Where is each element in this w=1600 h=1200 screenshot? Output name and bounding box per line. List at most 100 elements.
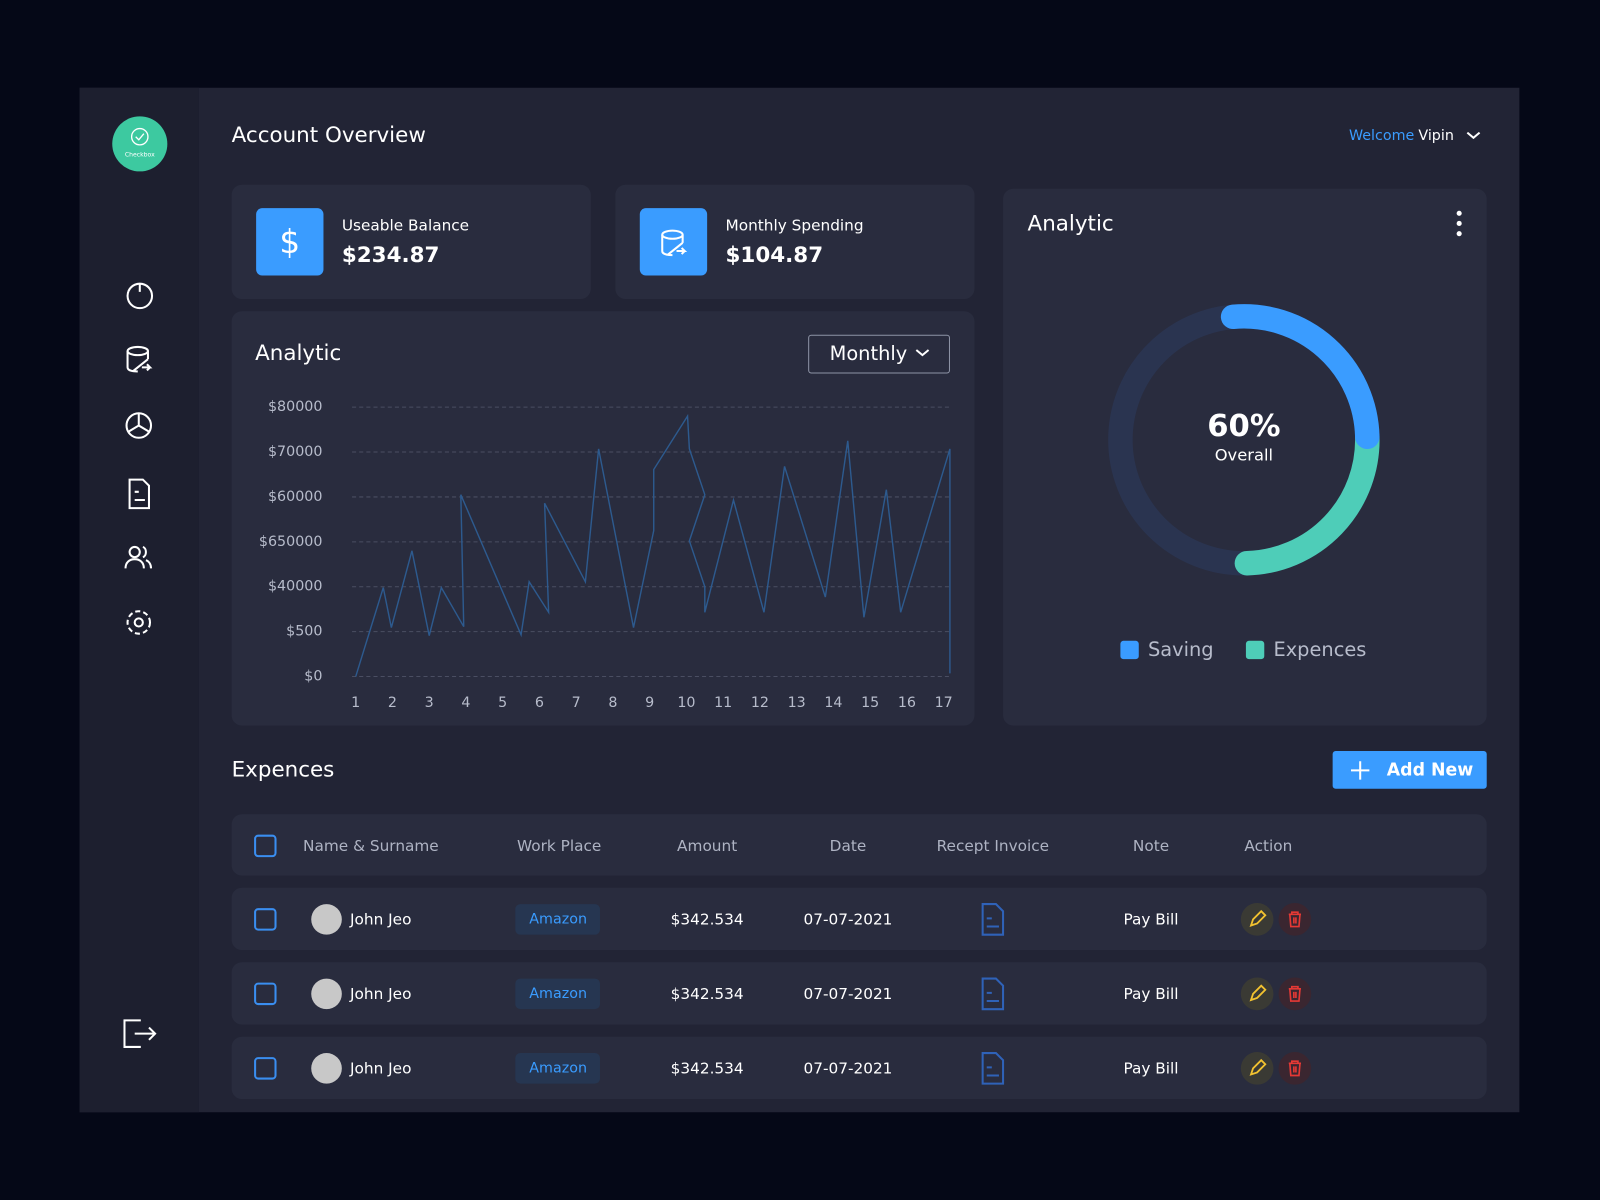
edit-button[interactable] — [1240, 903, 1274, 936]
x-tick-label: 10 — [677, 695, 695, 711]
line-panel — [231, 311, 975, 726]
card-label: Useable Balance — [341, 216, 470, 235]
invoice-icon[interactable] — [980, 902, 1007, 937]
y-tick-label: $80000 — [268, 399, 322, 415]
column-header: Date — [829, 836, 867, 856]
checkbox[interactable] — [254, 908, 277, 931]
sidebar — [79, 87, 199, 1113]
legend-swatch — [1245, 640, 1265, 660]
more-menu[interactable] — [1453, 209, 1465, 238]
x-tick-label: 7 — [572, 695, 581, 711]
plus-icon — [1351, 761, 1370, 780]
table-row — [231, 887, 1487, 950]
card-icon — [256, 208, 324, 276]
legend-swatch — [1120, 640, 1139, 660]
donut-center-value: 60% — [1207, 408, 1281, 445]
column-header: Recept Invoice — [936, 836, 1050, 856]
workplace-badge — [515, 904, 600, 935]
invoice-icon[interactable] — [980, 1051, 1007, 1086]
nav-icon[interactable] — [126, 282, 154, 310]
card-icon — [639, 208, 708, 276]
x-tick-label: 9 — [645, 695, 654, 711]
chart-title: Analytic — [255, 340, 342, 366]
note: Pay Bill — [1123, 910, 1179, 929]
x-tick-label: 17 — [935, 695, 953, 711]
amount: $342.534 — [670, 984, 744, 1004]
column-header: Note — [1132, 836, 1170, 856]
sidebar-icons — [123, 282, 157, 1048]
filter-dropdown[interactable] — [808, 334, 950, 374]
column-header: Work Place — [517, 836, 602, 856]
spending-icon — [661, 229, 688, 257]
x-tick-label: 14 — [824, 695, 842, 711]
x-tick-label: 13 — [788, 695, 806, 711]
x-tick-label: 4 — [461, 695, 470, 711]
donut-segment — [1234, 424, 1380, 576]
card-value: $104.87 — [725, 242, 824, 268]
donut-segment — [1220, 304, 1380, 450]
amount: $342.534 — [670, 1059, 744, 1078]
donut-chart — [1108, 304, 1380, 576]
x-tick-label: 16 — [898, 695, 916, 711]
dollar-icon: $ — [279, 222, 301, 262]
workplace: Amazon — [529, 1060, 588, 1077]
checkbox[interactable] — [254, 1057, 277, 1080]
data-line — [355, 413, 951, 677]
user-name[interactable]: Vipin — [1418, 127, 1454, 144]
date: 07-07-2021 — [803, 910, 893, 929]
x-tick-label: 11 — [714, 695, 732, 711]
checkbox[interactable] — [254, 982, 277, 1006]
y-tick-label: $70000 — [268, 444, 322, 460]
y-tick-label: $60000 — [268, 489, 322, 505]
checkbox[interactable] — [254, 834, 277, 858]
logo-icon — [130, 127, 149, 146]
x-tick-label: 2 — [388, 695, 397, 711]
delete-button[interactable] — [1278, 903, 1312, 936]
workplace-badge — [515, 978, 600, 1010]
delete-button[interactable] — [1278, 977, 1312, 1011]
legend-label: Expences — [1273, 638, 1367, 662]
x-tick-label: 1 — [351, 695, 360, 711]
column-header: Amount — [677, 836, 738, 856]
nav-icon[interactable] — [124, 545, 153, 569]
y-tick-label: $500 — [286, 624, 322, 640]
chart-title: Analytic — [1027, 211, 1114, 236]
invoice-icon[interactable] — [980, 977, 1007, 1012]
donut-center-label: Overall — [1214, 445, 1274, 465]
filter-chevron — [915, 349, 930, 357]
section-title: Expences — [231, 757, 335, 782]
delete-button[interactable] — [1278, 1052, 1312, 1085]
x-tick-label: 3 — [425, 695, 434, 711]
person-name: John Jeo — [349, 984, 412, 1004]
avatar — [311, 904, 342, 935]
person-name: John Jeo — [349, 910, 412, 929]
donut-panel — [1003, 188, 1487, 726]
y-tick-label: $650000 — [259, 534, 323, 550]
workplace: Amazon — [529, 911, 588, 928]
x-tick-label: 5 — [498, 695, 507, 711]
card-label: Monthly Spending — [725, 216, 864, 235]
table-header — [231, 814, 1487, 876]
note: Pay Bill — [1123, 984, 1179, 1004]
nav-icon[interactable] — [126, 345, 153, 373]
user-menu-chevron[interactable] — [1465, 130, 1481, 142]
logo[interactable] — [112, 116, 168, 172]
workplace-badge — [515, 1053, 600, 1084]
filter-label: Monthly — [829, 342, 908, 366]
x-tick-label: 6 — [535, 695, 544, 711]
column-header: Action — [1244, 836, 1293, 856]
table-row — [231, 1036, 1487, 1099]
legend-label: Saving — [1147, 638, 1214, 662]
edit-button[interactable] — [1240, 977, 1274, 1011]
card-value: $234.87 — [341, 242, 440, 268]
nav-icon[interactable] — [125, 412, 153, 439]
nav-icon[interactable] — [126, 610, 152, 635]
y-tick-label: $0 — [304, 669, 322, 685]
edit-button[interactable] — [1240, 1052, 1274, 1085]
logo-label: Checkbox — [124, 151, 155, 159]
nav-icon[interactable] — [128, 478, 150, 510]
logout-icon[interactable] — [123, 1019, 157, 1048]
x-tick-label: 15 — [861, 695, 879, 711]
